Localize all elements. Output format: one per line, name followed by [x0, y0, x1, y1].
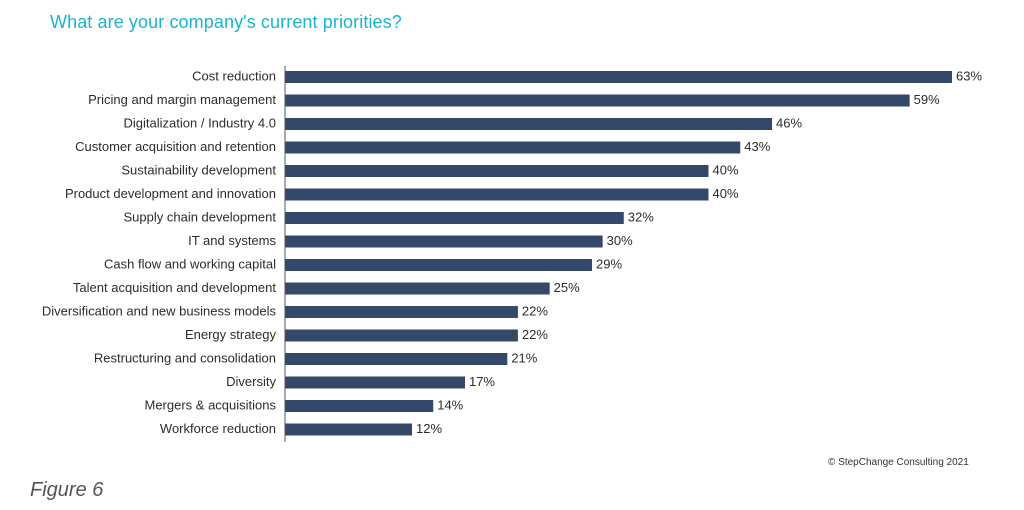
value-label: 12% — [416, 421, 442, 436]
category-label: Diversity — [226, 374, 276, 389]
category-label: Energy strategy — [185, 327, 277, 342]
copyright-credit: © StepChange Consulting 2021 — [828, 457, 969, 468]
bar — [285, 235, 603, 248]
bar — [285, 400, 434, 412]
bar — [285, 141, 741, 154]
figure-label: Figure 6 — [30, 479, 104, 501]
bar — [285, 306, 518, 318]
chart-title: What are your company's current prioriti… — [50, 12, 402, 32]
value-label: 63% — [956, 68, 982, 83]
value-label: 43% — [744, 139, 770, 154]
category-label: Supply chain development — [124, 209, 277, 224]
bar — [285, 259, 593, 271]
bar — [285, 94, 910, 107]
value-label: 40% — [712, 186, 738, 201]
category-label: Product development and innovation — [65, 186, 276, 201]
category-label: IT and systems — [188, 233, 276, 248]
value-label: 46% — [776, 115, 802, 130]
value-label: 17% — [469, 374, 495, 389]
bar — [285, 118, 773, 130]
category-label: Cash flow and working capital — [104, 256, 276, 271]
bar — [285, 212, 624, 224]
value-label: 25% — [554, 280, 580, 295]
category-label: Cost reduction — [192, 68, 276, 83]
bar — [285, 282, 550, 295]
bar — [285, 71, 952, 83]
value-label: 22% — [522, 327, 548, 342]
value-label: 32% — [628, 209, 654, 224]
category-label: Talent acquisition and development — [73, 280, 276, 295]
bar — [285, 165, 709, 177]
bar — [285, 188, 709, 201]
category-label: Digitalization / Industry 4.0 — [124, 115, 276, 130]
bar — [285, 353, 508, 365]
value-label: 14% — [437, 397, 463, 412]
value-label: 30% — [607, 233, 633, 248]
value-label: 29% — [596, 256, 622, 271]
bar — [285, 423, 413, 436]
value-label: 22% — [522, 303, 548, 318]
category-label: Mergers & acquisitions — [145, 397, 277, 412]
value-label: 59% — [914, 92, 940, 107]
bar — [285, 329, 518, 342]
value-label: 40% — [712, 162, 738, 177]
category-label: Workforce reduction — [160, 421, 276, 436]
category-label: Customer acquisition and retention — [75, 139, 276, 154]
category-label: Pricing and margin management — [88, 92, 276, 107]
bar — [285, 376, 465, 389]
category-label: Sustainability development — [121, 162, 276, 177]
category-label: Diversification and new business models — [42, 303, 277, 318]
category-label: Restructuring and consolidation — [94, 350, 276, 365]
value-label: 21% — [511, 350, 537, 365]
